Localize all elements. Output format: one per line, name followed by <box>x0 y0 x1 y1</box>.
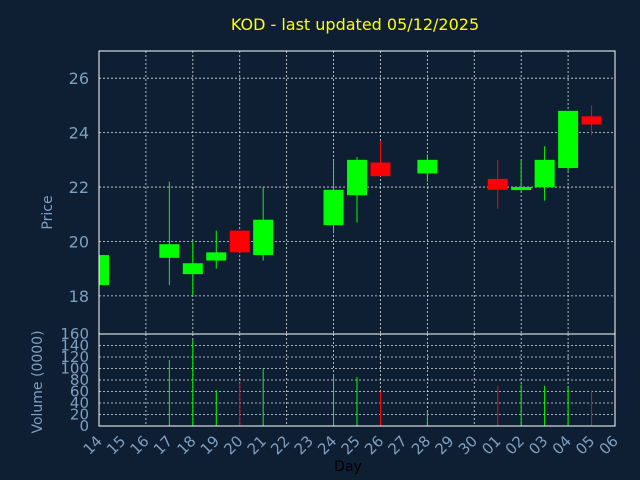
volume-y-tick-label: 20 <box>70 406 89 424</box>
volume-y-tick-label: 40 <box>70 394 89 412</box>
x-tick-label: 25 <box>338 432 364 458</box>
x-tick-label: 18 <box>173 432 199 458</box>
candle-02 <box>511 159 532 193</box>
candle-04 <box>558 110 579 171</box>
volume-y-tick-label: 160 <box>60 325 89 343</box>
candle-body <box>558 110 579 169</box>
x-tick-label: 22 <box>267 432 293 458</box>
candle-body <box>487 178 508 190</box>
candle-body <box>206 252 227 261</box>
volume-y-tick-label: 80 <box>70 371 89 389</box>
x-tick-label: 05 <box>572 432 598 458</box>
price-y-tick-label: 22 <box>69 178 89 197</box>
x-tick-labels: 1415161718192021222324252627282930010203… <box>80 432 622 458</box>
x-tick-label: 30 <box>455 432 481 458</box>
volume-panel-frame <box>98 333 616 427</box>
candle-01 <box>487 159 508 209</box>
x-tick-label: 26 <box>361 432 387 458</box>
candle-21 <box>253 187 274 261</box>
x-tick-label: 27 <box>385 432 411 458</box>
x-tick-label: 04 <box>549 432 575 458</box>
candle-body <box>511 187 532 191</box>
x-tick-label: 24 <box>314 432 340 458</box>
candle-14 <box>98 255 109 286</box>
x-tick-label: 06 <box>596 432 622 458</box>
candle-body <box>253 219 274 256</box>
price-y-tick-labels: 18 20 22 24 26 <box>69 69 89 306</box>
candle-18 <box>182 241 203 296</box>
candle-body <box>182 263 203 275</box>
candle-19 <box>206 230 227 269</box>
candle-25 <box>347 157 367 223</box>
price-axis-label: Price <box>40 195 56 229</box>
x-tick-label: 02 <box>502 432 528 458</box>
candle-03 <box>534 146 555 201</box>
volume-y-tick-label: 0 <box>79 417 89 435</box>
candle-26 <box>370 140 391 177</box>
candle-body <box>323 189 344 226</box>
candle-body <box>99 255 109 286</box>
candle-body <box>159 244 180 258</box>
x-tick-label: 03 <box>525 432 551 458</box>
x-tick-label: 14 <box>80 432 106 458</box>
price-y-tick-label: 24 <box>69 124 89 143</box>
x-tick-label: 15 <box>103 432 129 458</box>
volume-y-tick-label: 100 <box>60 360 89 378</box>
candle-body <box>347 159 367 196</box>
candle-body <box>229 230 250 253</box>
volume-y-tick-label: 60 <box>70 383 89 401</box>
x-tick-label: 01 <box>478 432 504 458</box>
candle-17 <box>159 181 180 286</box>
price-y-tick-label: 20 <box>69 232 89 251</box>
price-y-tick-label: 18 <box>69 287 89 306</box>
volume-y-tick-label: 140 <box>60 337 89 355</box>
x-tick-label: 20 <box>220 432 246 458</box>
price-y-tick-label: 26 <box>69 69 89 88</box>
candles <box>98 105 602 296</box>
volume-axis-label: Volume (0000) <box>30 330 46 433</box>
candle-body <box>370 162 391 177</box>
x-tick-label: 28 <box>408 432 434 458</box>
candle-body <box>581 116 602 125</box>
candle-body <box>534 159 555 188</box>
x-axis-label: Day <box>334 459 362 475</box>
candle-body <box>417 159 438 174</box>
candle-24 <box>323 159 344 234</box>
chart-title: KOD - last updated 05/12/2025 <box>231 15 479 34</box>
x-tick-label: 17 <box>150 432 176 458</box>
x-tick-label: 23 <box>291 432 317 458</box>
candle-28 <box>417 154 438 182</box>
candle-20 <box>229 230 250 253</box>
candle-05 <box>581 105 602 136</box>
volume-bars <box>168 339 593 426</box>
volume-y-tick-label: 120 <box>60 348 89 366</box>
x-tick-label: 21 <box>244 432 270 458</box>
x-tick-label: 16 <box>127 432 153 458</box>
x-tick-label: 29 <box>431 432 457 458</box>
x-tick-label: 19 <box>197 432 223 458</box>
